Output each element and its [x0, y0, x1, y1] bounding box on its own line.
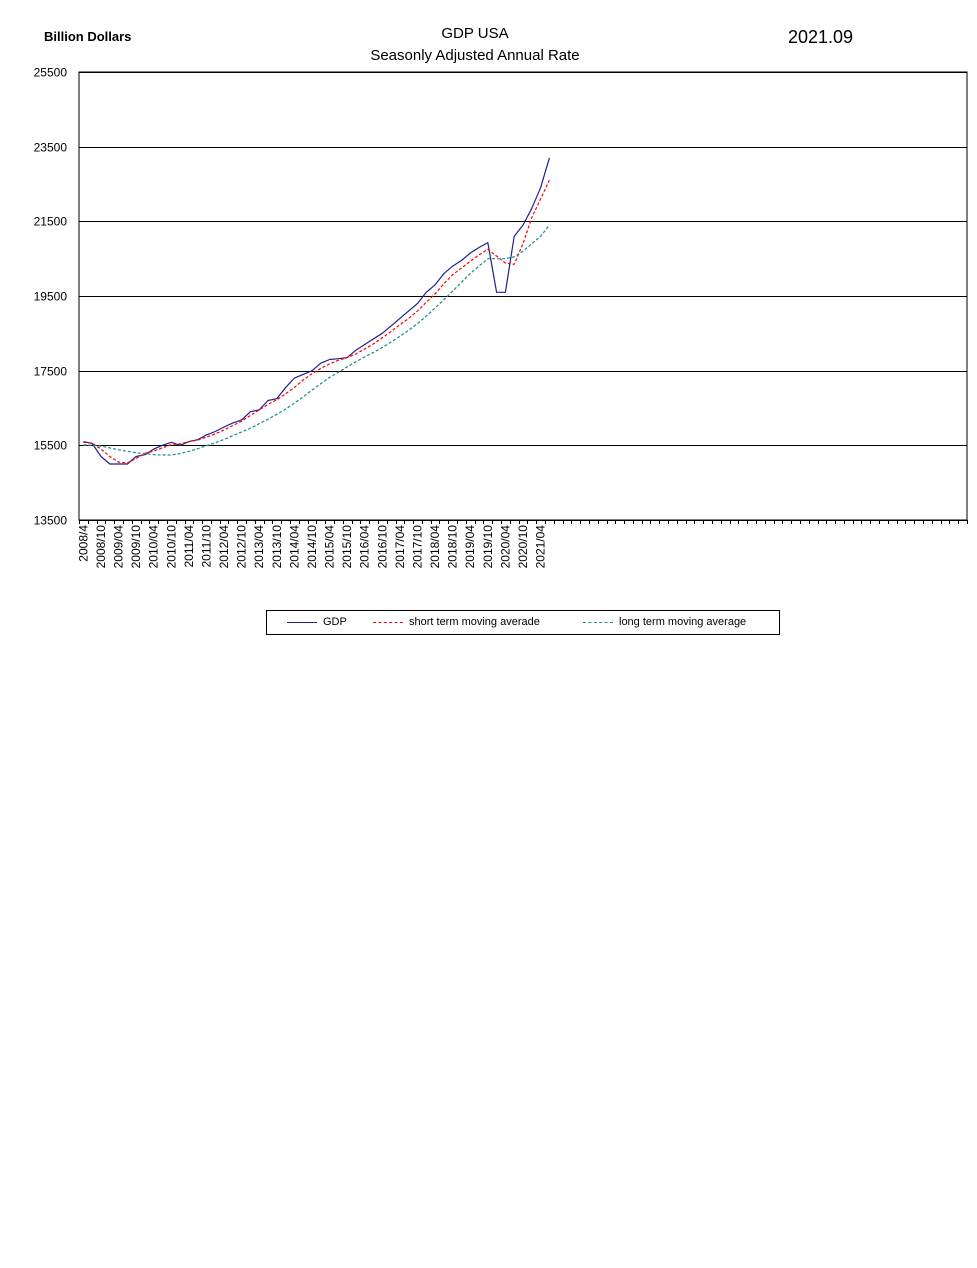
chart-legend: GDP short term moving averade long term … — [266, 610, 780, 635]
x-tick-label: 2008/4 — [76, 525, 90, 562]
x-tick-label: 2018/10 — [446, 525, 460, 569]
x-tick-label: 2018/04 — [428, 525, 442, 569]
series-line-gdp — [83, 157, 550, 465]
x-tick-label: 2020/10 — [516, 525, 530, 569]
axis-layer: 13500 15500 17500 19500 21500 23500 25500 2008/… — [34, 66, 968, 569]
legend-swatch-gdp — [287, 622, 317, 623]
x-tick-label: 2011/10 — [200, 525, 214, 568]
x-tick-label: 2016/04 — [358, 525, 372, 569]
legend-swatch-long-ma — [583, 622, 613, 623]
x-tick-label: 2013/04 — [252, 525, 266, 569]
x-tick-label: 2011/04 — [182, 525, 196, 568]
date-label: 2021.09 — [788, 27, 854, 47]
y-axis-unit-label: Billion Dollars — [44, 29, 132, 44]
x-tick-label: 2010/04 — [147, 525, 161, 569]
grid-layer — [78, 71, 968, 521]
y-tick-label: 21500 — [34, 215, 68, 229]
x-tick-label: 2020/04 — [498, 525, 512, 569]
x-tick-label: 2008/10 — [94, 525, 108, 569]
x-tick-label: 2019/04 — [463, 525, 477, 569]
legend-label-long-ma: long term moving average — [619, 616, 747, 628]
legend-label-short-ma: short term moving averade — [409, 616, 540, 628]
y-tick-label: 23500 — [34, 141, 68, 155]
x-tick-label: 2015/10 — [340, 525, 354, 569]
x-tick-label: 2017/10 — [411, 525, 425, 569]
x-tick-label: 2021/04 — [534, 525, 548, 569]
x-tick-label: 2017/04 — [393, 525, 407, 569]
y-tick-label: 19500 — [34, 290, 68, 304]
x-tick-label: 2013/10 — [270, 525, 284, 569]
x-tick-label: 2012/04 — [217, 525, 231, 569]
legend-swatch-short-ma — [373, 622, 403, 623]
series-line-long-term-moving-average — [83, 224, 550, 456]
x-tick-label: 2019/10 — [481, 525, 495, 569]
gdp-line-chart: 13500 15500 17500 19500 21500 23500 25500 2008/… — [34, 66, 968, 569]
series-layer — [83, 157, 550, 465]
x-tick-label: 2009/10 — [129, 525, 143, 569]
x-tick-label: 2016/10 — [375, 525, 389, 569]
series-line-short-term-moving-average — [83, 180, 550, 464]
x-tick-label: 2009/04 — [112, 525, 126, 569]
y-tick-label: 13500 — [34, 514, 68, 528]
x-tick-label: 2014/10 — [305, 525, 319, 569]
x-tick-label: 2015/04 — [323, 525, 337, 569]
x-tick-label: 2010/10 — [164, 525, 178, 569]
legend-label-gdp: GDP — [323, 616, 347, 628]
x-tick-label: 2014/04 — [287, 525, 301, 569]
y-tick-label: 15500 — [34, 439, 68, 453]
y-tick-label: 25500 — [34, 66, 68, 80]
y-tick-label: 17500 — [34, 365, 68, 379]
x-tick-label: 2012/10 — [235, 525, 249, 569]
chart-subtitle: Seasonly Adjusted Annual Rate — [370, 47, 580, 64]
chart-title: GDP USA — [441, 25, 509, 42]
